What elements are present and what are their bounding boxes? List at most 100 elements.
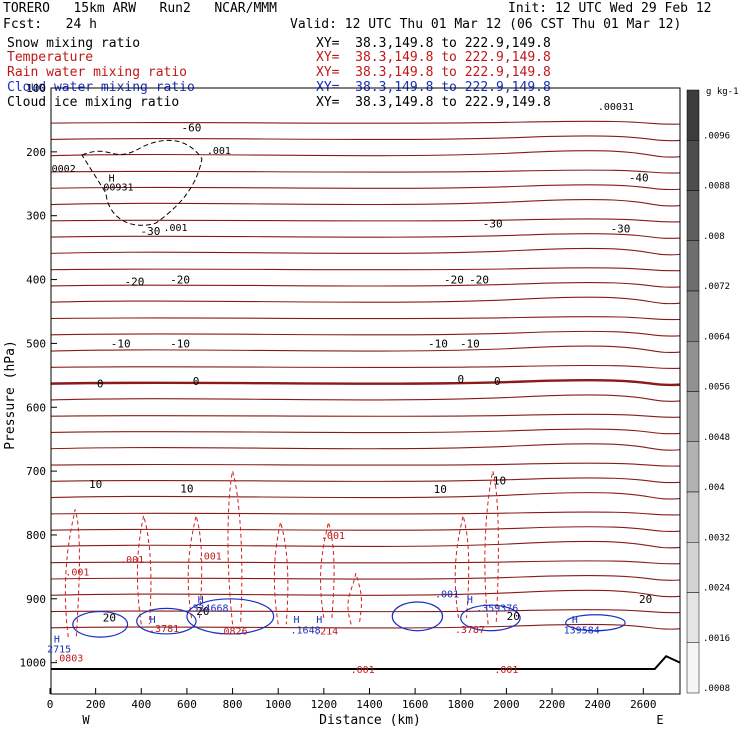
x-tick-label: 1400 (356, 698, 383, 711)
mixing-ratio-label: 00931 (103, 182, 133, 193)
cloud-water-contour (72, 610, 129, 638)
rain-contour (64, 509, 80, 638)
isotherm (50, 267, 681, 272)
mixing-ratio-labels: .0010002H00931.001.00031.001.001.001.001… (47, 102, 634, 676)
isotherm (50, 623, 681, 630)
mixing-ratio-label: .0826 (218, 627, 248, 638)
isotherm (50, 198, 681, 207)
field-xy-cloud-ice: XY= 38.3,149.8 to 222.9,149.8 (316, 95, 551, 110)
y-tick-label: 200 (26, 146, 46, 159)
temperature-label: -10 (170, 337, 190, 350)
isotherm (50, 609, 681, 614)
mixing-ratio-label: .0803 (53, 654, 83, 665)
cloud-ice-contour (81, 139, 203, 226)
x-tick-label: 2400 (584, 698, 611, 711)
isotherm (50, 330, 681, 337)
cloud-water-contour (391, 601, 444, 632)
x-tick-label: 2600 (630, 698, 657, 711)
colorbar-swatch (686, 140, 700, 191)
mixing-ratio-label: .3787 (455, 625, 485, 636)
y-tick-label: 300 (26, 210, 46, 223)
isotherm (50, 184, 681, 191)
rain-contour (484, 470, 499, 625)
temperature-label: -10 (428, 337, 448, 350)
colorbar-tick-label: .0064 (703, 332, 730, 342)
isotherm (50, 526, 681, 532)
mixing-ratio-label: .001 (494, 665, 518, 676)
colorbar-swatch (686, 190, 700, 241)
x-tick-label: 1200 (311, 698, 338, 711)
temperature-label: 20 (103, 611, 116, 624)
mixing-ratio-label: .214 (314, 627, 338, 638)
mixing-ratio-label: H (467, 595, 473, 606)
colorbar-tick-label: .004 (703, 483, 725, 493)
isotherm (50, 443, 681, 451)
mixing-ratio-label: .1648 (291, 625, 321, 636)
temperature-label: 0 (457, 373, 464, 386)
east-end-label: E (656, 713, 663, 727)
y-tick-label: 700 (26, 465, 46, 478)
mixing-ratio-label: .334668 (186, 604, 228, 615)
colorbar-swatch (686, 240, 700, 292)
colorbar-tick-label: .0016 (703, 634, 730, 644)
temperature-label: 10 (180, 482, 193, 495)
terrain-line (51, 655, 681, 671)
temperature-label: -40 (629, 171, 649, 184)
rain-contour (273, 522, 289, 625)
rain-contour (347, 573, 362, 625)
colorbar-tick-label: .0048 (703, 433, 730, 443)
forecast-hour: Fcst: 24 h (3, 17, 97, 32)
mixing-ratio-label: .3781 (149, 624, 179, 635)
mixing-ratio-label: H (150, 615, 156, 626)
isotherm (50, 462, 681, 467)
isotherm (50, 477, 681, 484)
field-xy-rain: XY= 38.3,149.8 to 222.9,149.8 (316, 65, 551, 80)
isotherm (50, 394, 681, 402)
field-xy-snow: XY= 38.3,149.8 to 222.9,149.8 (316, 36, 551, 51)
colorbar-swatch (686, 441, 700, 493)
field-name-snow: Snow mixing ratio (7, 36, 141, 51)
isotherm (50, 345, 681, 353)
colorbar-swatch (686, 542, 700, 593)
colorbar-swatch (686, 491, 700, 543)
temperature-contours (50, 120, 681, 630)
isotherm (50, 150, 681, 158)
colorbar-unit: g kg-1 (706, 87, 739, 97)
isotherm (50, 364, 681, 370)
temperature-label: -20 (469, 274, 489, 287)
temperature-label: -30 (611, 222, 631, 235)
cloud-water-contour (136, 607, 197, 635)
isotherm (50, 281, 681, 288)
temperature-label: 20 (196, 605, 209, 618)
y-tick-label: 1000 (20, 657, 47, 670)
temperature-label: -20 (124, 275, 144, 288)
mixing-ratio-label: H (54, 634, 60, 645)
mixing-ratio-label: H (109, 173, 115, 184)
mixing-ratio-label: 139584 (564, 625, 600, 636)
temperature-label: 10 (89, 478, 102, 491)
temperature-label: 0 (193, 375, 200, 388)
mixing-ratio-label: .001 (207, 146, 231, 157)
isotherm (50, 379, 681, 387)
x-axis-label: Distance (km) (319, 713, 421, 728)
mixing-ratio-label: 2715 (47, 645, 71, 656)
isotherm (50, 120, 681, 125)
field-name-cloud-ice: Cloud ice mixing ratio (7, 95, 180, 110)
temperature-label: -20 (170, 274, 190, 287)
colorbar-tick-label: .0088 (703, 182, 730, 192)
isotherm (50, 575, 681, 581)
x-axis-ticks: 0 200 400 600 800 1000 1200 1400 1600 1800 2000 220… (47, 688, 657, 711)
colorbar-tick-label: .0096 (703, 131, 730, 141)
x-tick-label: 800 (223, 698, 243, 711)
mixing-ratio-label: .001 (435, 590, 459, 601)
mixing-ratio-label: .359376 (476, 604, 518, 615)
rain-contour (227, 470, 243, 625)
temperature-label: 20 (639, 593, 652, 606)
colorbar-tick-label: .0024 (703, 584, 730, 594)
temperature-label: -60 (182, 122, 202, 135)
y-tick-label: 100 (26, 82, 46, 95)
temperature-label: 20 (507, 610, 520, 623)
mixing-ratio-label: .00031 (598, 102, 634, 113)
isotherm (50, 233, 681, 239)
